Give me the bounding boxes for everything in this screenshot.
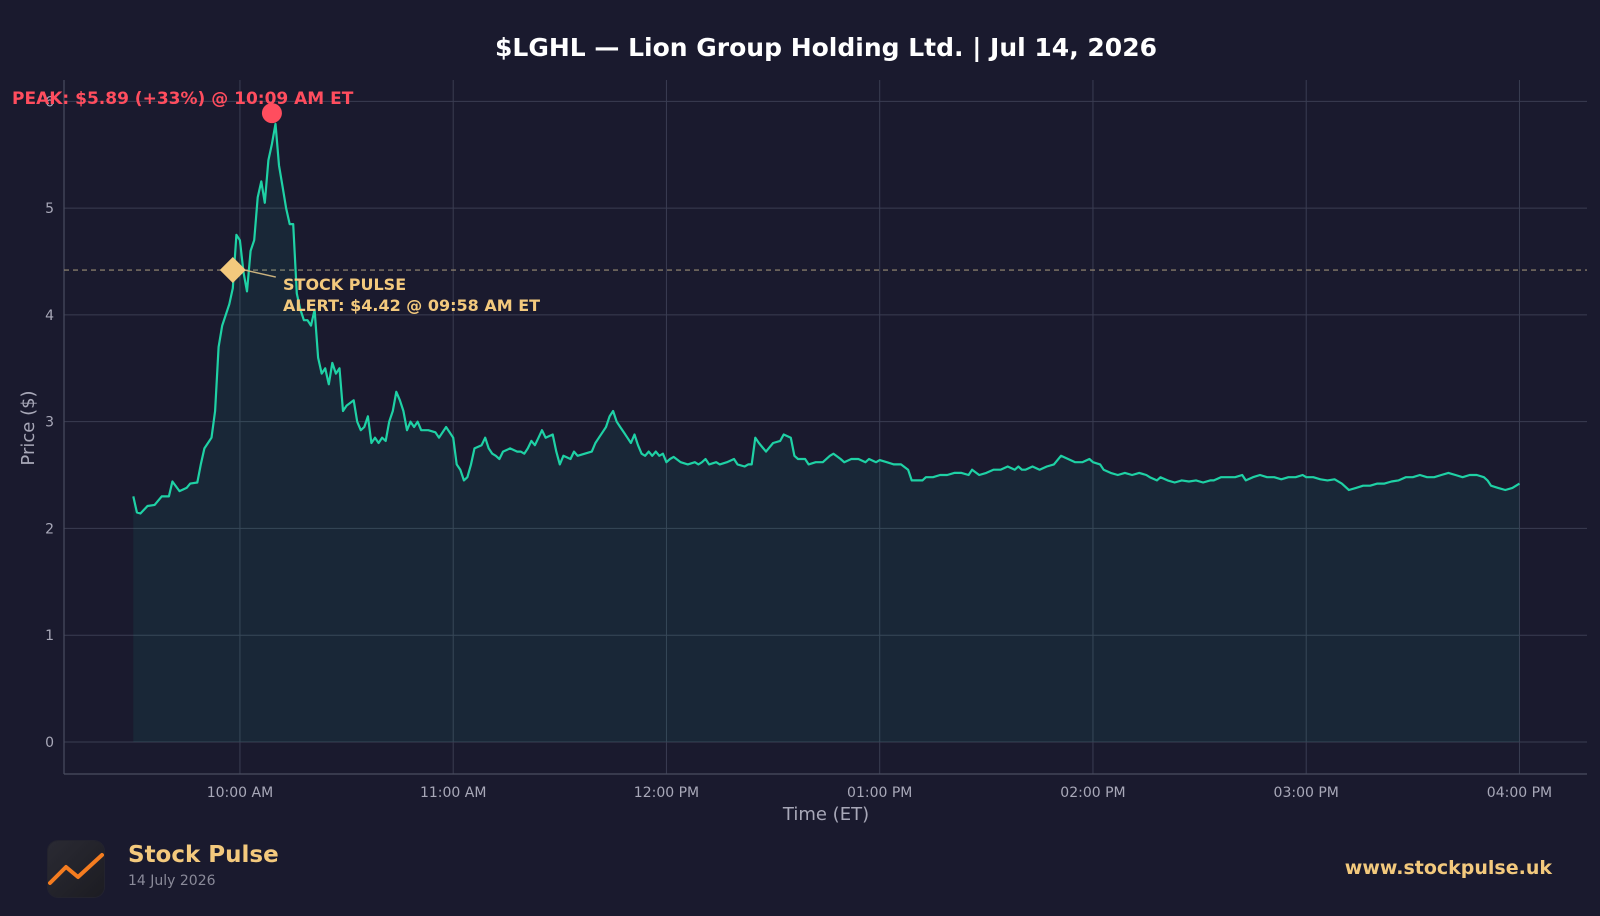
y-tick-label: 2 [45, 521, 54, 537]
y-tick-label: 6 [45, 94, 54, 110]
alert-pointer [244, 269, 276, 278]
trend-line-icon [48, 853, 104, 885]
peak-marker [261, 103, 282, 124]
x-tick-label: 04:00 PM [1487, 785, 1552, 801]
footer-brand-name: Stock Pulse [128, 842, 279, 868]
stock-pulse-logo [48, 841, 104, 897]
footer-website-link[interactable]: www.stockpulse.uk [1344, 857, 1552, 879]
y-axis-label: Price ($) [18, 390, 39, 465]
alert-annotation-line2: ALERT: $4.42 @ 09:58 AM ET [283, 296, 540, 315]
y-tick-label: 5 [45, 201, 54, 217]
x-tick-label: 10:00 AM [207, 785, 273, 801]
footer-date: 14 July 2026 [128, 873, 216, 889]
price-area-fill [133, 123, 1520, 743]
y-tick-label: 3 [45, 415, 54, 431]
chart-title: $LGHL — Lion Group Holding Ltd. | Jul 14… [495, 33, 1157, 62]
y-tick-label: 0 [45, 735, 54, 751]
x-tick-label: 01:00 PM [847, 785, 912, 801]
price-series-line [132, 122, 1521, 515]
x-tick-label: 02:00 PM [1060, 785, 1125, 801]
y-tick-label: 1 [45, 628, 54, 644]
x-tick-label: 03:00 PM [1274, 785, 1339, 801]
x-tick-label: 11:00 AM [420, 785, 486, 801]
alert-marker [219, 257, 246, 284]
peak-annotation: PEAK: $5.89 (+33%) @ 10:09 AM ET [12, 89, 354, 109]
x-axis-label: Time (ET) [782, 804, 869, 825]
alert-annotation-line1: STOCK PULSE [283, 275, 406, 294]
x-tick-label: 12:00 PM [634, 785, 699, 801]
y-tick-label: 4 [45, 308, 54, 324]
